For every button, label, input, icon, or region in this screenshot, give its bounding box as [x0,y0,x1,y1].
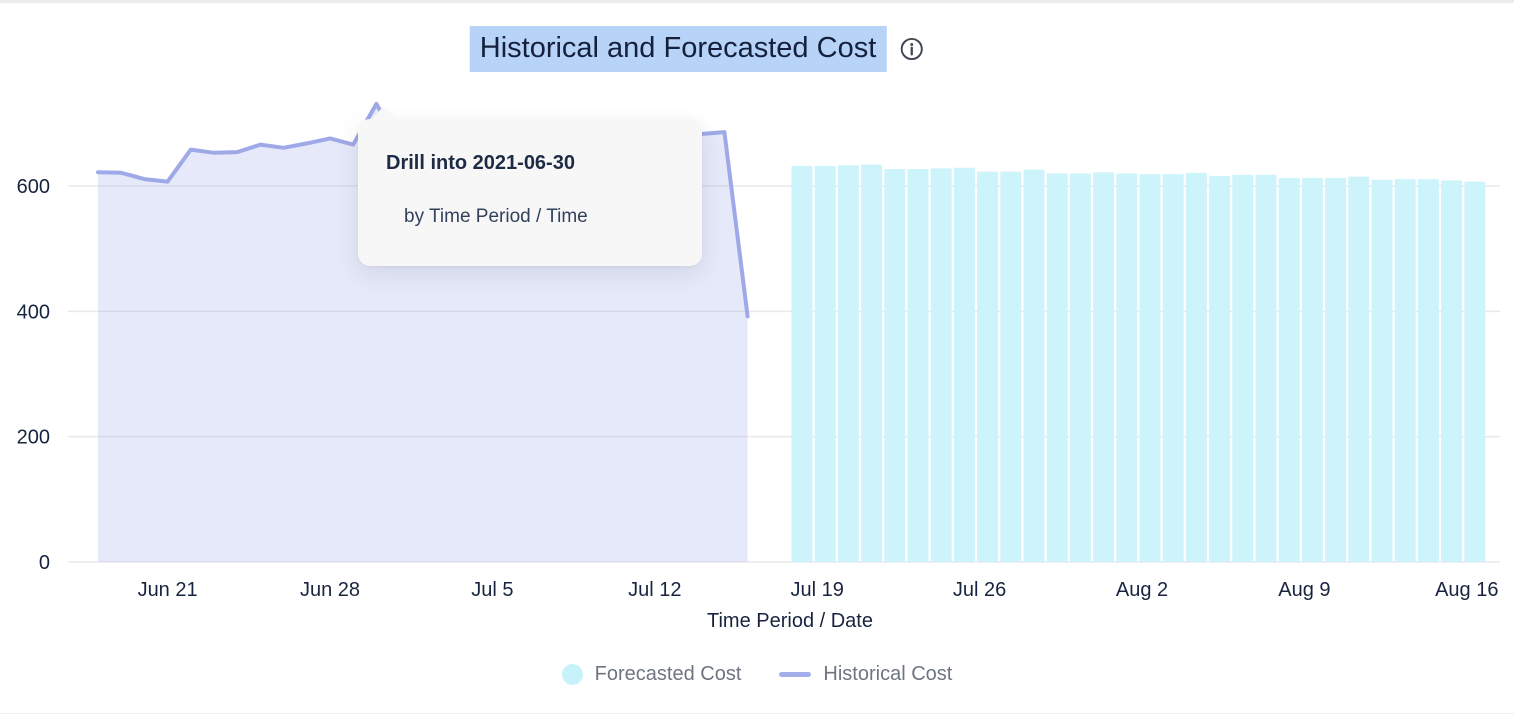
x-tick-label: Jun 28 [300,579,360,601]
legend-item-historical[interactable]: Historical Cost [779,663,952,686]
historical-swatch-icon [779,672,812,677]
forecast-bar[interactable] [791,165,813,562]
forecast-bar[interactable] [1000,171,1022,562]
y-tick-label: 200 [17,427,50,449]
bottom-divider [0,713,1514,714]
forecasted-swatch-icon [561,664,583,685]
forecast-bar[interactable] [1325,177,1347,563]
forecast-bar[interactable] [1046,173,1068,563]
y-tick-label: 400 [17,301,50,323]
x-axis-title: Time Period / Date [707,610,873,632]
forecast-bar[interactable] [1209,175,1231,562]
x-tick-label: Jul 19 [791,579,844,601]
forecast-bar[interactable] [1464,181,1486,563]
forecast-bar[interactable] [1301,177,1323,563]
forecast-bar[interactable] [1185,172,1207,562]
forecast-bar[interactable] [1162,174,1184,562]
cost-chart[interactable]: 0 200 400 600 Jun 21 Jun 28 Jul 5 Jul 12 Jul 19 J… [0,0,1514,650]
forecast-bar[interactable] [907,169,929,563]
x-tick-label: Jul 12 [628,579,681,601]
forecast-bar[interactable] [1278,177,1300,563]
drill-tooltip-title: Drill into 2021-06-30 [386,152,575,174]
info-icon[interactable] [898,36,924,62]
y-tick-label: 600 [17,176,50,198]
forecast-bar[interactable] [1069,173,1091,563]
chart-legend: Forecasted Cost Historical Cost [0,663,1514,686]
drill-tooltip-subtitle: by Time Period / Time [404,206,588,227]
forecast-bar[interactable] [1417,179,1439,562]
forecast-bar[interactable] [953,167,975,562]
forecasted-legend-label: Forecasted Cost [594,663,742,685]
forecast-bar[interactable] [930,168,952,562]
y-tick-label: 0 [39,552,50,574]
chart-title: Historical and Forecasted Cost [469,26,887,72]
forecast-bar[interactable] [1116,173,1138,563]
forecast-bar[interactable] [814,165,836,562]
forecast-bar[interactable] [1093,172,1115,562]
forecast-bar[interactable] [1255,174,1277,562]
forecast-bar[interactable] [1232,174,1254,562]
forecast-bar[interactable] [1371,179,1393,562]
top-divider [0,0,1514,3]
historical-legend-label: Historical Cost [823,663,953,685]
forecast-bar[interactable] [977,171,999,562]
legend-item-forecasted[interactable]: Forecasted Cost [561,663,742,686]
forecast-bar[interactable] [861,164,883,563]
drill-tooltip[interactable]: Drill into 2021-06-30 by Time Period / T… [358,119,702,266]
forecast-bar[interactable] [884,169,906,563]
x-tick-label: Jun 21 [138,579,198,601]
forecast-bar[interactable] [1023,169,1045,563]
x-tick-label: Aug 2 [1116,579,1168,601]
title-row: Historical and Forecasted Cost [469,26,925,72]
forecast-bar[interactable] [1394,179,1416,562]
forecast-bar[interactable] [1441,180,1463,562]
forecast-bar[interactable] [1139,174,1161,562]
x-tick-label: Jul 5 [471,579,513,601]
x-tick-label: Jul 26 [953,579,1006,601]
forecast-bar[interactable] [1348,176,1370,562]
x-tick-label: Aug 9 [1278,579,1330,601]
forecast-bar[interactable] [837,165,859,563]
x-tick-label: Aug 16 [1435,579,1498,601]
